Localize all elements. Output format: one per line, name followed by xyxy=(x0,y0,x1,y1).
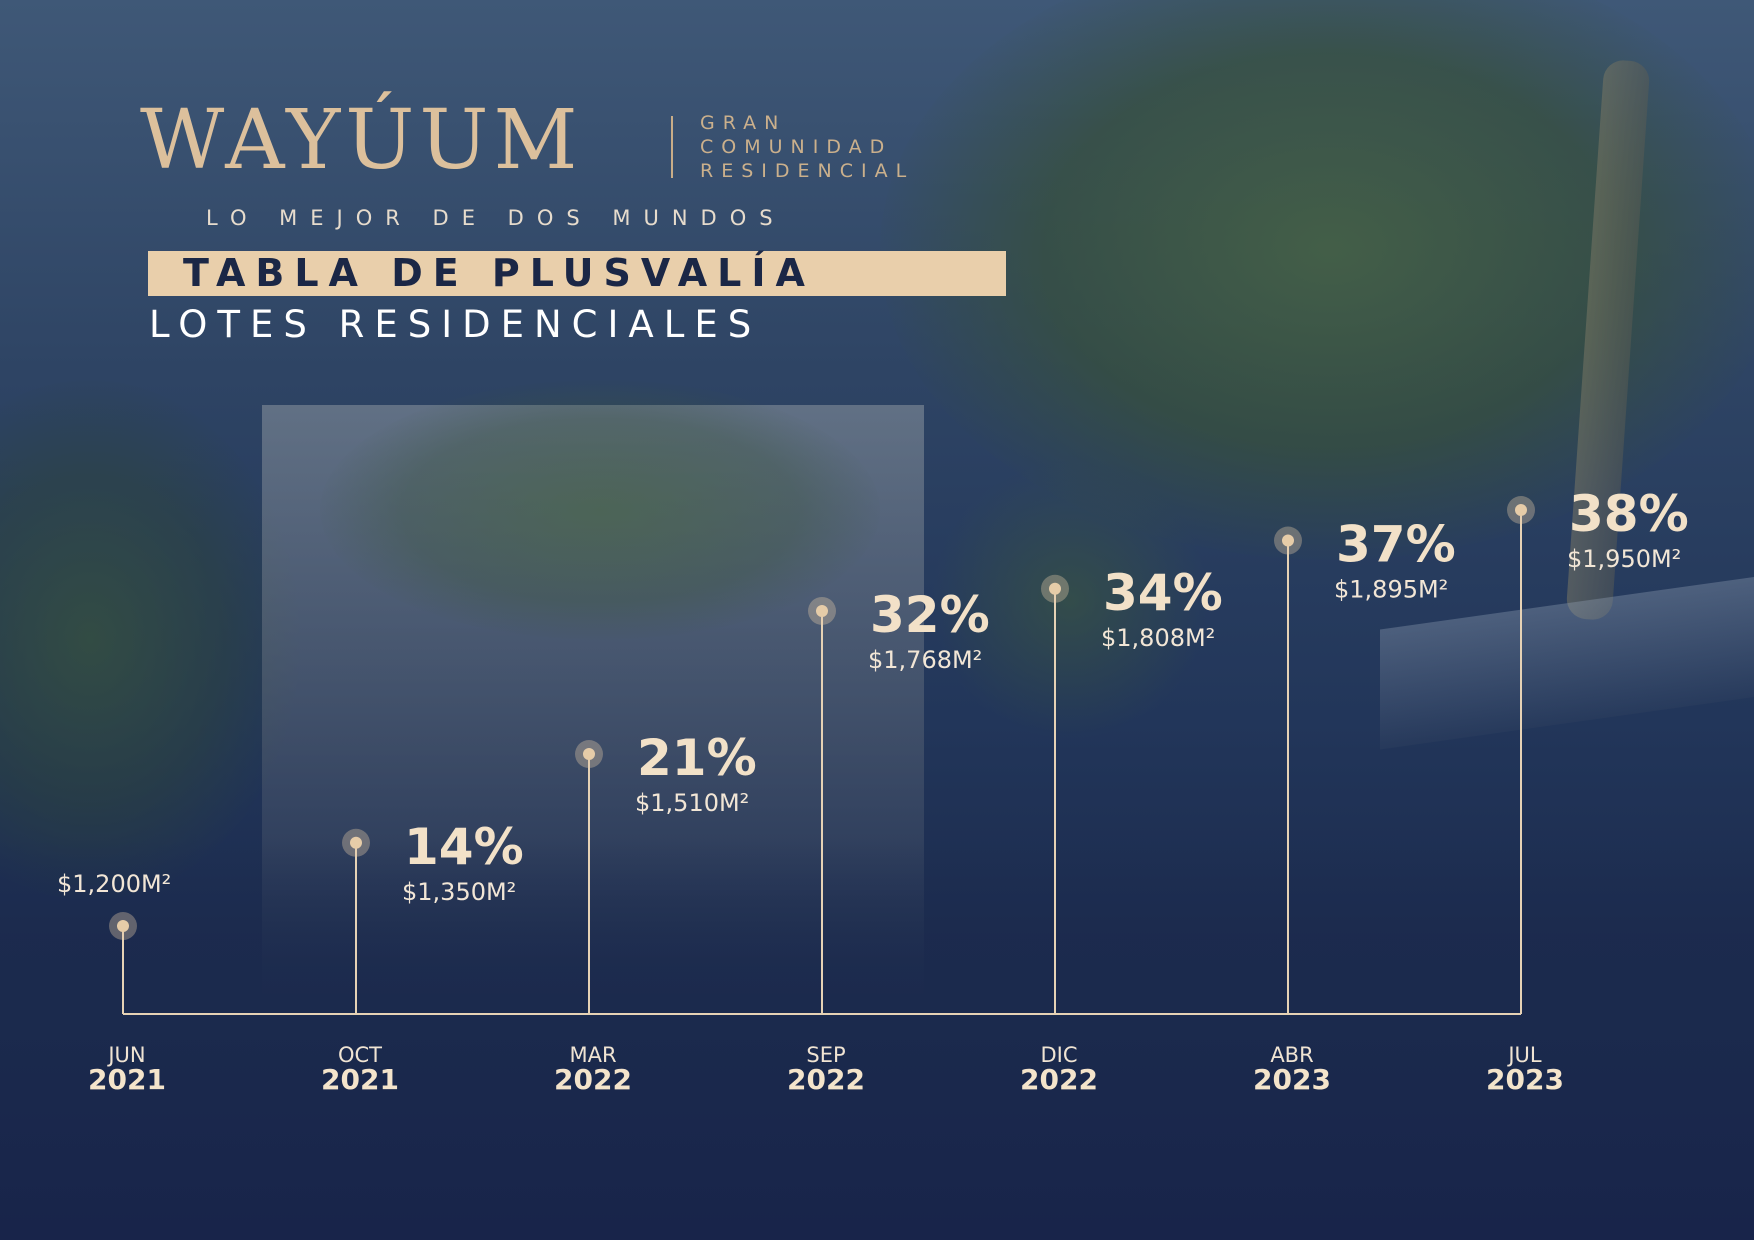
data-label-price: $1,768M² xyxy=(868,646,982,674)
data-label-percent: 37% xyxy=(1336,516,1456,574)
data-point xyxy=(117,920,129,932)
wall-vines xyxy=(320,380,880,640)
x-tick-month: MAR xyxy=(569,1043,616,1067)
data-label-price: $1,350M² xyxy=(402,878,516,906)
data-label-percent: 21% xyxy=(637,729,757,787)
data-point xyxy=(816,604,828,617)
data-label-price: $1,200M² xyxy=(57,870,171,898)
data-label-percent: 34% xyxy=(1103,564,1223,622)
x-tick-month: ABR xyxy=(1270,1043,1313,1067)
data-label-percent: 14% xyxy=(404,818,524,876)
x-tick-month: SEP xyxy=(806,1043,845,1067)
data-label-percent: 38% xyxy=(1569,485,1689,543)
data-label-price: $1,808M² xyxy=(1101,624,1215,652)
bottom-gradient xyxy=(0,840,1754,1240)
brand-logo-wordmark: WAYÚUM xyxy=(140,93,583,188)
data-point xyxy=(1515,504,1527,516)
chart-title: TABLA DE PLUSVALÍA xyxy=(183,251,815,295)
x-tick-year: 2021 xyxy=(321,1063,399,1096)
x-tick-year: 2022 xyxy=(1020,1063,1098,1096)
x-tick-year: 2023 xyxy=(1253,1063,1331,1096)
logo-divider xyxy=(671,116,673,178)
x-tick-month: JUL xyxy=(1506,1043,1542,1067)
data-label-price: $1,510M² xyxy=(635,789,749,817)
x-tick-year: 2021 xyxy=(88,1063,166,1096)
data-point xyxy=(1282,534,1294,547)
title-highlight-box xyxy=(148,251,1006,296)
brand-descriptor-line-2: COMUNIDAD xyxy=(700,136,893,158)
data-point xyxy=(350,836,362,849)
x-tick-year: 2023 xyxy=(1486,1063,1564,1096)
data-label-price: $1,950M² xyxy=(1567,545,1681,573)
data-point xyxy=(1049,582,1061,595)
brand-descriptor-line-3: RESIDENCIAL xyxy=(700,160,915,182)
x-tick-year: 2022 xyxy=(554,1063,632,1096)
mid-foliage xyxy=(930,460,1210,740)
tagline: LO MEJOR DE DOS MUNDOS xyxy=(206,206,786,230)
data-label-price: $1,895M² xyxy=(1334,576,1448,604)
x-tick-month: DIC xyxy=(1040,1043,1077,1067)
x-tick-year: 2022 xyxy=(787,1063,865,1096)
chart-subtitle: LOTES RESIDENCIALES xyxy=(149,303,762,346)
x-tick-month: OCT xyxy=(338,1043,382,1067)
data-label-percent: 32% xyxy=(870,586,990,644)
data-point xyxy=(583,748,595,761)
x-tick-month: JUN xyxy=(106,1043,145,1067)
brand-descriptor-line-1: GRAN xyxy=(700,112,787,134)
